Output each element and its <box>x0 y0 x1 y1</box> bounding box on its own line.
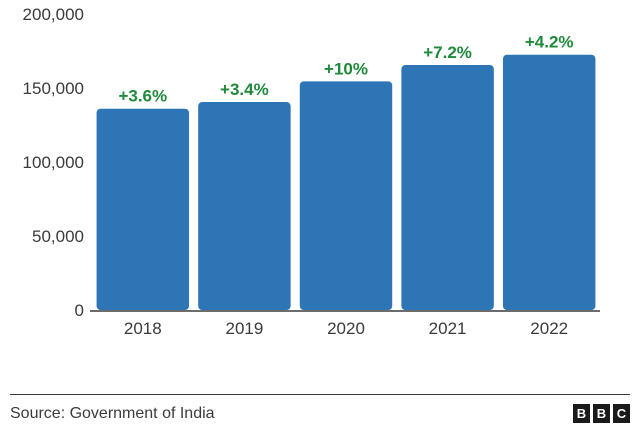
data-label-2019: +3.4% <box>220 80 269 99</box>
source-note: Source: Government of India <box>10 405 215 422</box>
bbc-logo-letter: B <box>593 404 610 423</box>
bbc-logo-letter: B <box>573 404 590 423</box>
x-tick-label: 2021 <box>429 319 467 338</box>
data-label-2021: +7.2% <box>423 43 472 62</box>
y-tick-label: 50,000 <box>32 227 84 246</box>
bar-chart: 0 50,000 100,000 150,000 200,000 +3.6% 2018 +3.… <box>23 5 600 338</box>
data-label-2022: +4.2% <box>525 33 574 52</box>
x-tick-label: 2020 <box>327 319 365 338</box>
bar-2019 <box>198 102 291 310</box>
bar-2021 <box>401 65 494 310</box>
y-tick-label: 0 <box>75 301 84 320</box>
bar-2020 <box>299 81 393 310</box>
footer-divider <box>10 394 630 395</box>
y-tick-label: 100,000 <box>23 153 84 172</box>
y-tick-label: 150,000 <box>23 79 84 98</box>
data-label-2020: +10% <box>324 59 368 78</box>
data-label-2018: +3.6% <box>118 87 167 106</box>
y-tick-label: 200,000 <box>23 5 84 24</box>
bar-2022 <box>502 54 596 311</box>
bbc-logo-letter: C <box>613 404 630 423</box>
x-tick-label: 2019 <box>225 319 263 338</box>
x-tick-label: 2018 <box>124 319 162 338</box>
x-tick-label: 2022 <box>530 319 568 338</box>
bar-2018 <box>96 108 190 310</box>
bbc-logo: B B C <box>573 404 630 423</box>
